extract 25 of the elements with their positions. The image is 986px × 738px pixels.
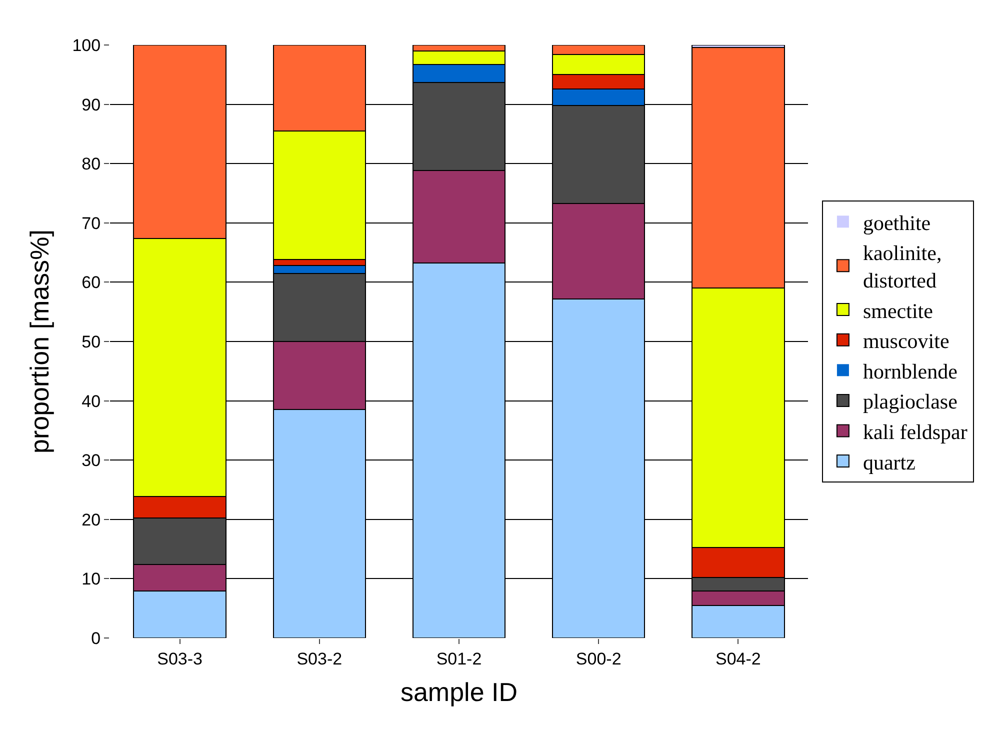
y-tick-label: 40: [82, 392, 101, 411]
y-axis-title: proportion [mass%]: [24, 230, 55, 454]
y-tick-label: 90: [82, 95, 101, 114]
y-tick-label: 100: [72, 36, 101, 55]
y-tick-label: 50: [82, 332, 101, 352]
y-tick-label: 60: [82, 273, 101, 292]
x-tick-label: S03-2: [296, 649, 342, 668]
y-tick-label: 0: [91, 628, 101, 648]
y-tick-label: 70: [82, 214, 101, 233]
x-tick-label: S03-3: [157, 649, 202, 668]
legend-label: kali feldspar: [862, 420, 968, 444]
legend-label: goethite: [862, 210, 931, 235]
x-axis-title: sample ID: [400, 677, 518, 708]
x-tick-label: S01-2: [436, 649, 482, 668]
legend-label: hornblende: [862, 359, 958, 384]
legend-label: quartz: [862, 450, 916, 474]
y-tick-label: 30: [82, 451, 101, 470]
y-tick-label: 10: [82, 570, 101, 589]
legend-label: plagioclase: [862, 390, 958, 414]
legend-label: smectite: [862, 298, 933, 323]
y-tick-label: 80: [82, 154, 101, 174]
x-tick-label: S04-2: [716, 649, 761, 668]
x-tick-label: S00-2: [576, 649, 622, 668]
y-tick-label: 20: [82, 510, 101, 530]
legend-label: muscovite: [862, 329, 950, 354]
